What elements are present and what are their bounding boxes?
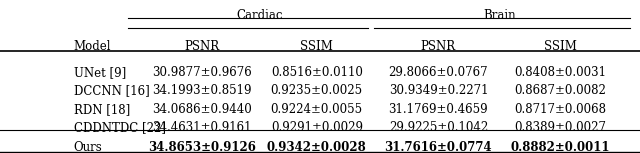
Text: Brain: Brain — [483, 9, 515, 22]
Text: 31.1769±0.4659: 31.1769±0.4659 — [388, 103, 488, 116]
Text: Ours: Ours — [74, 141, 102, 153]
Text: 0.8687±0.0082: 0.8687±0.0082 — [514, 84, 606, 97]
Text: 34.4631±0.9161: 34.4631±0.9161 — [152, 121, 252, 134]
Text: 0.9291±0.0029: 0.9291±0.0029 — [271, 121, 363, 134]
Text: 0.8408±0.0031: 0.8408±0.0031 — [514, 66, 606, 79]
Text: UNet [9]: UNet [9] — [74, 66, 126, 79]
Text: 0.9235±0.0025: 0.9235±0.0025 — [271, 84, 363, 97]
Text: 0.8882±0.0011: 0.8882±0.0011 — [510, 141, 610, 153]
Text: 0.8516±0.0110: 0.8516±0.0110 — [271, 66, 363, 79]
Text: PSNR: PSNR — [421, 39, 456, 52]
Text: 0.8389±0.0027: 0.8389±0.0027 — [514, 121, 606, 134]
Text: 30.9877±0.9676: 30.9877±0.9676 — [152, 66, 252, 79]
Text: 29.8066±0.0767: 29.8066±0.0767 — [388, 66, 488, 79]
Text: CDDNTDC [22]: CDDNTDC [22] — [74, 121, 166, 134]
Text: 31.7616±0.0774: 31.7616±0.0774 — [385, 141, 492, 153]
Text: SSIM: SSIM — [300, 39, 333, 52]
Text: 34.8653±0.9126: 34.8653±0.9126 — [148, 141, 255, 153]
Text: PSNR: PSNR — [184, 39, 219, 52]
Text: Cardiac: Cardiac — [236, 9, 282, 22]
Text: DCCNN [16]: DCCNN [16] — [74, 84, 149, 97]
Text: Model: Model — [74, 39, 111, 52]
Text: 30.9349±0.2271: 30.9349±0.2271 — [388, 84, 488, 97]
Text: 0.9342±0.0028: 0.9342±0.0028 — [267, 141, 367, 153]
Text: SSIM: SSIM — [543, 39, 577, 52]
Text: 0.9224±0.0055: 0.9224±0.0055 — [271, 103, 363, 116]
Text: 34.1993±0.8519: 34.1993±0.8519 — [152, 84, 252, 97]
Text: 34.0686±0.9440: 34.0686±0.9440 — [152, 103, 252, 116]
Text: 0.8717±0.0068: 0.8717±0.0068 — [514, 103, 606, 116]
Text: 29.9225±0.1042: 29.9225±0.1042 — [388, 121, 488, 134]
Text: RDN [18]: RDN [18] — [74, 103, 130, 116]
